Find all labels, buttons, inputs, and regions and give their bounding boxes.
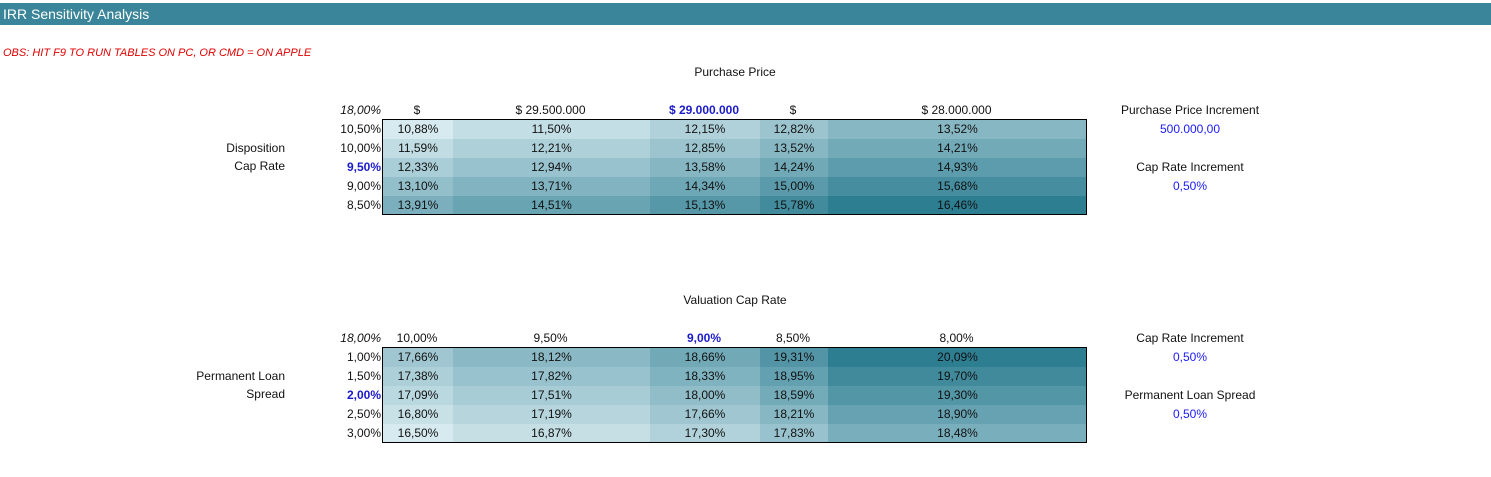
table1-corner-value[interactable]: 18,00% (340, 103, 381, 117)
table1-cell[interactable]: 12,21% (453, 139, 650, 158)
table1-cell[interactable]: 12,15% (650, 120, 760, 139)
table1-row-header[interactable]: 10,00% (340, 141, 381, 155)
table1-title: Purchase Price (694, 65, 776, 79)
table1-increment1-label: Purchase Price Increment (1120, 103, 1260, 117)
table1-cell[interactable]: 11,50% (453, 120, 650, 139)
table2-row-axis-label-1: Permanent Loan (196, 369, 285, 383)
table2-cell[interactable]: 17,30% (650, 424, 760, 442)
table2-cell[interactable]: 19,30% (828, 386, 1086, 405)
table1-column-header[interactable]: $ 29.000.000 (668, 103, 740, 117)
table2-cell[interactable]: 16,80% (383, 405, 453, 424)
table2-row-header[interactable]: 1,50% (346, 369, 381, 383)
table1-grid: 10,88% 11,50% 12,15% 12,82% 13,52% 11,59% 12,2… (382, 119, 1087, 215)
table2-cell[interactable]: 18,66% (650, 348, 760, 367)
table1-cell[interactable]: 15,13% (650, 196, 760, 214)
table2-cell[interactable]: 18,00% (650, 386, 760, 405)
window-title: IRR Sensitivity Analysis (0, 3, 1491, 25)
table2-grid: 17,66% 18,12% 18,66% 19,31% 20,09% 17,38% 17,8… (382, 347, 1087, 443)
table1-cell[interactable]: 14,93% (828, 158, 1086, 177)
table1-cell[interactable]: 12,85% (650, 139, 760, 158)
table2-cell[interactable]: 17,51% (453, 386, 650, 405)
table1-row-axis-label-2: Cap Rate (234, 159, 285, 173)
table2-column-header[interactable]: 10,00% (396, 331, 438, 345)
table1-row-header[interactable]: 8,50% (346, 198, 381, 212)
table1-increment2-value[interactable]: 0,50% (1172, 179, 1208, 193)
table1-increment2-label: Cap Rate Increment (1136, 160, 1244, 174)
table2-cell[interactable]: 18,12% (453, 348, 650, 367)
table1-cell[interactable]: 10,88% (383, 120, 453, 139)
table2-cell[interactable]: 18,21% (760, 405, 828, 424)
table2-cell[interactable]: 18,59% (760, 386, 828, 405)
table1-cell[interactable]: 15,68% (828, 177, 1086, 196)
table1-column-header[interactable]: $ 28.000.000 (921, 103, 992, 117)
table1-cell[interactable]: 14,51% (453, 196, 650, 214)
table1-cell[interactable]: 15,78% (760, 196, 828, 214)
table1-row-header[interactable]: 9,50% (346, 160, 381, 174)
table1-cell[interactable]: 13,52% (828, 120, 1086, 139)
table1-cell[interactable]: 14,34% (650, 177, 760, 196)
table2-cell[interactable]: 20,09% (828, 348, 1086, 367)
table2-row-header[interactable]: 3,00% (346, 426, 381, 440)
table2-cell[interactable]: 19,70% (828, 367, 1086, 386)
table1-row-header[interactable]: 10,50% (340, 122, 381, 136)
table2-column-header[interactable]: 9,50% (533, 331, 568, 345)
table1-cell[interactable]: 15,00% (760, 177, 828, 196)
table2-cell[interactable]: 17,66% (650, 405, 760, 424)
table1-column-header[interactable]: $ 29.500.000 (515, 103, 586, 117)
table2-cell[interactable]: 17,82% (453, 367, 650, 386)
table1-cell[interactable]: 13,58% (650, 158, 760, 177)
table1-cell[interactable]: 12,82% (760, 120, 828, 139)
table2-cell[interactable]: 17,66% (383, 348, 453, 367)
table1-cell[interactable]: 13,10% (383, 177, 453, 196)
table2-row-header[interactable]: 2,50% (346, 407, 381, 421)
table2-cell[interactable]: 17,83% (760, 424, 828, 442)
table1-cell[interactable]: 14,21% (828, 139, 1086, 158)
table1-row-header[interactable]: 9,00% (346, 179, 381, 193)
table2-column-header[interactable]: 8,50% (775, 331, 811, 345)
table1-cell[interactable]: 12,33% (383, 158, 453, 177)
table2-cell[interactable]: 16,87% (453, 424, 650, 442)
table2-corner-value[interactable]: 18,00% (340, 331, 381, 345)
table1-cell[interactable]: 13,52% (760, 139, 828, 158)
table2-row-header[interactable]: 2,00% (346, 388, 381, 402)
table2-cell[interactable]: 17,09% (383, 386, 453, 405)
table1-increment1-value[interactable]: 500.000,00 (1159, 122, 1221, 136)
table1-cell[interactable]: 11,59% (383, 139, 453, 158)
table2-cell[interactable]: 18,90% (828, 405, 1086, 424)
table2-row-header[interactable]: 1,00% (346, 350, 381, 364)
table1-cell[interactable]: 13,91% (383, 196, 453, 214)
table2-title: Valuation Cap Rate (683, 293, 787, 307)
table1-cell[interactable]: 16,46% (828, 196, 1086, 214)
table2-increment1-label: Cap Rate Increment (1136, 331, 1244, 345)
instruction-note: OBS: HIT F9 TO RUN TABLES ON PC, OR CMD … (3, 47, 312, 59)
table1-row-axis-label-1: Disposition (226, 141, 285, 155)
table2-cell[interactable]: 17,19% (453, 405, 650, 424)
table2-cell[interactable]: 18,48% (828, 424, 1086, 442)
table1-cell[interactable]: 13,71% (453, 177, 650, 196)
table2-column-header[interactable]: 9,00% (686, 331, 722, 345)
table1-cell[interactable]: 12,94% (453, 158, 650, 177)
table2-cell[interactable]: 17,38% (383, 367, 453, 386)
table2-cell[interactable]: 18,95% (760, 367, 828, 386)
table2-increment2-value[interactable]: 0,50% (1172, 407, 1208, 421)
table2-cell[interactable]: 18,33% (650, 367, 760, 386)
table1-cell[interactable]: 14,24% (760, 158, 828, 177)
table2-column-header[interactable]: 8,00% (939, 331, 974, 345)
table2-increment1-value[interactable]: 0,50% (1172, 350, 1208, 364)
table2-cell[interactable]: 19,31% (760, 348, 828, 367)
table2-cell[interactable]: 16,50% (383, 424, 453, 442)
table2-increment2-label: Permanent Loan Spread (1124, 388, 1256, 402)
table2-row-axis-label-2: Spread (246, 387, 285, 401)
